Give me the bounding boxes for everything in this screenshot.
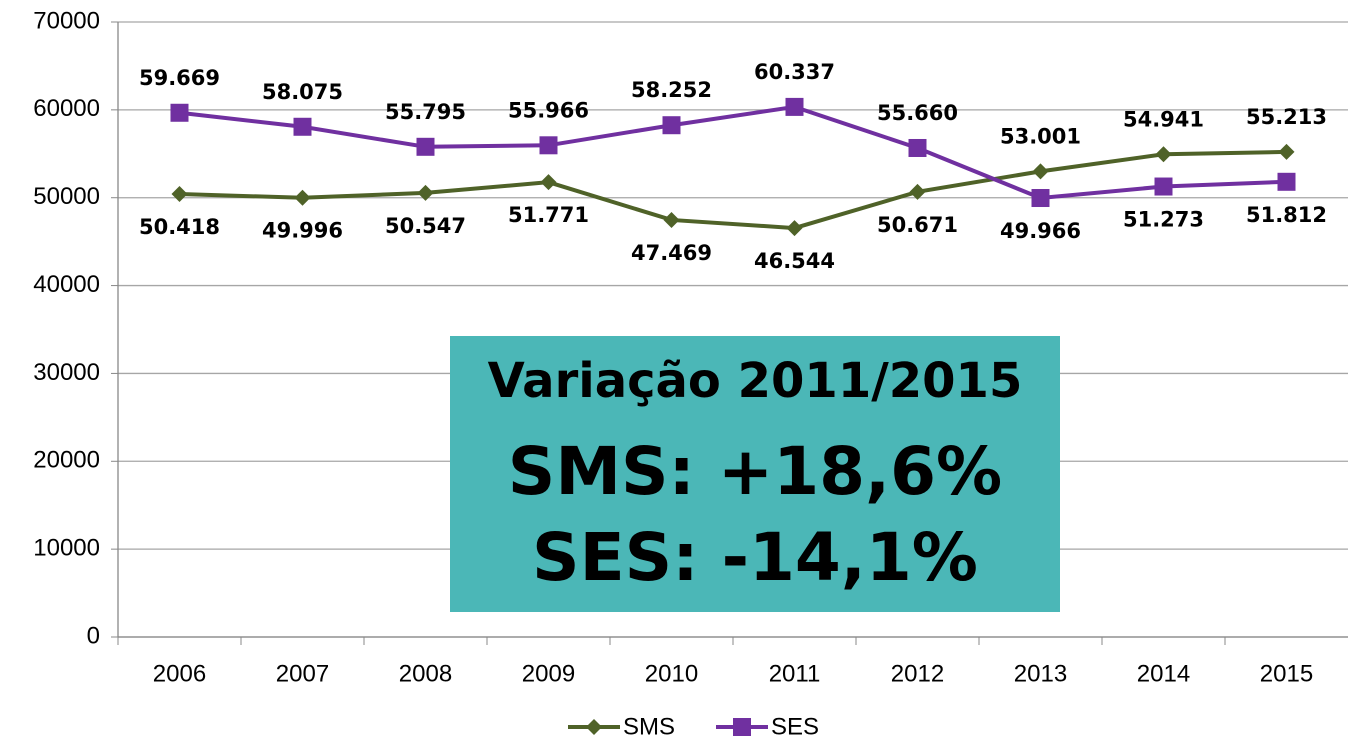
marker [786, 220, 803, 237]
value-label: 51.812 [1246, 203, 1327, 227]
value-label: 55.966 [508, 98, 589, 122]
value-label: 50.547 [385, 214, 466, 238]
y-tick-label: 50000 [33, 183, 100, 210]
y-tick-label: 40000 [33, 271, 100, 298]
value-label: 55.660 [877, 101, 958, 125]
legend-marker [586, 719, 602, 735]
y-tick-label: 0 [87, 622, 100, 649]
marker [662, 116, 681, 135]
marker [171, 186, 188, 203]
value-label: 50.671 [877, 213, 958, 237]
marker [908, 138, 927, 157]
x-tick-label: 2010 [645, 660, 698, 687]
value-label: 58.075 [262, 80, 343, 104]
marker [1155, 146, 1172, 163]
marker [663, 211, 680, 228]
marker [1031, 189, 1050, 208]
y-tick-label: 70000 [33, 7, 100, 34]
x-tick-label: 2006 [153, 660, 206, 687]
value-label: 49.996 [262, 219, 343, 243]
annotation: SMS: +18,6% [508, 433, 1002, 510]
value-label: 58.252 [631, 78, 712, 102]
annotation: SES: -14,1% [532, 519, 978, 596]
y-tick-label: 60000 [33, 95, 100, 122]
value-label: 54.941 [1123, 107, 1204, 131]
legend-marker [733, 718, 751, 736]
legend-label: SES [771, 713, 819, 740]
x-tick-label: 2011 [769, 660, 821, 687]
annotation: Variação 2011/2015 [488, 353, 1023, 409]
x-tick-label: 2015 [1260, 660, 1313, 687]
marker [909, 183, 926, 200]
y-tick-label: 30000 [33, 359, 100, 386]
marker [294, 189, 311, 206]
value-label: 53.001 [1000, 124, 1081, 148]
marker [1154, 177, 1173, 196]
series-line [179, 104, 1287, 201]
marker [170, 103, 189, 122]
marker [416, 137, 435, 156]
marker [539, 136, 558, 155]
x-tick-label: 2008 [399, 660, 452, 687]
value-label: 50.418 [139, 215, 220, 239]
value-label: 51.273 [1123, 208, 1204, 232]
value-label: 55.213 [1246, 105, 1327, 129]
value-label: 47.469 [631, 241, 712, 265]
marker [1032, 163, 1049, 180]
y-tick-label: 10000 [33, 534, 100, 561]
marker [293, 117, 312, 136]
value-label: 49.966 [1000, 219, 1081, 243]
x-tick-label: 2009 [522, 660, 575, 687]
value-label: 59.669 [139, 66, 220, 90]
legend-label: SMS [623, 713, 675, 740]
annotation-box [450, 336, 1060, 612]
x-tick-label: 2012 [891, 660, 944, 687]
marker [1278, 143, 1295, 160]
marker [417, 184, 434, 201]
marker [540, 174, 557, 191]
value-label: 51.771 [508, 203, 589, 227]
value-label: 46.544 [754, 249, 835, 273]
value-label: 55.795 [385, 100, 466, 124]
x-tick-label: 2014 [1137, 660, 1190, 687]
marker [785, 97, 804, 116]
marker [1277, 172, 1296, 191]
value-label: 60.337 [754, 60, 835, 84]
y-tick-label: 20000 [33, 447, 100, 474]
series-line [179, 149, 1287, 231]
x-tick-label: 2007 [276, 660, 329, 687]
x-tick-label: 2013 [1014, 660, 1067, 687]
